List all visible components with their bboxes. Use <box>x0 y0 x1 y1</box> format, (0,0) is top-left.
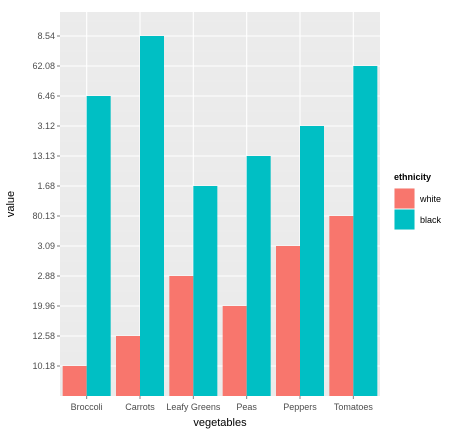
y-tick-label: 8.54 <box>37 31 55 41</box>
y-tick-label: 1.68 <box>37 181 55 191</box>
bar-black-carrots <box>140 36 164 396</box>
bar-white-peas <box>222 306 247 396</box>
y-tick-label: 2.88 <box>37 271 55 281</box>
x-tick-label: Leafy Greens <box>166 402 221 412</box>
legend-swatch-white <box>394 188 415 209</box>
x-axis: Broccoli Carrots Leafy Greens Peas Peppers To… <box>71 396 374 412</box>
y-tick-label: 6.46 <box>37 91 55 101</box>
y-tick-label: 19.96 <box>32 301 55 311</box>
y-tick-label: 3.09 <box>37 241 55 251</box>
plot-panel <box>60 12 380 396</box>
bar-black-tomatoes <box>353 66 378 396</box>
bar-white-leafy-greens <box>169 276 194 396</box>
y-tick-label: 80.13 <box>32 211 55 221</box>
bar-black-leafy-greens <box>193 186 218 396</box>
x-tick-label: Peppers <box>283 402 317 412</box>
legend-label-black: black <box>420 215 442 225</box>
y-axis: 10.18 12.58 19.96 2.88 3.09 80.13 1.68 13.13 3.1… <box>32 31 60 371</box>
y-tick-label: 12.58 <box>32 331 55 341</box>
y-axis-title: value <box>5 191 17 217</box>
bar-white-peppers <box>276 246 300 396</box>
legend-swatch-black <box>394 209 415 230</box>
legend: ethnicity white black <box>393 172 442 231</box>
y-tick-label: 62.08 <box>32 61 55 71</box>
bars <box>62 36 378 396</box>
y-tick-label: 3.12 <box>37 121 55 131</box>
x-axis-title: vegetables <box>193 417 247 429</box>
bar-black-peas <box>246 156 271 396</box>
x-tick-label: Broccoli <box>71 402 103 412</box>
x-tick-label: Carrots <box>125 402 155 412</box>
bar-white-broccoli <box>62 366 87 396</box>
legend-label-white: white <box>419 194 441 204</box>
legend-title: ethnicity <box>394 172 431 182</box>
bar-white-tomatoes <box>329 216 354 396</box>
bar-black-broccoli <box>86 96 111 396</box>
bar-white-carrots <box>116 336 140 396</box>
x-tick-label: Tomatoes <box>334 402 374 412</box>
y-tick-label: 13.13 <box>32 151 55 161</box>
y-tick-label: 10.18 <box>32 361 55 371</box>
x-tick-label: Peas <box>236 402 257 412</box>
bar-black-peppers <box>300 126 324 396</box>
